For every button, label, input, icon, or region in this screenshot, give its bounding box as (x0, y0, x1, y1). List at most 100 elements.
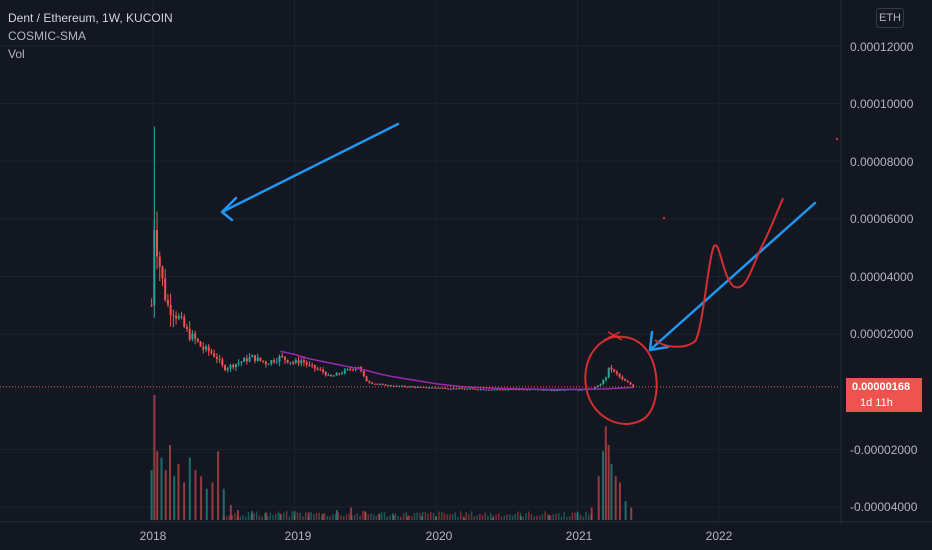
volume-bar (293, 511, 296, 520)
volume-bar (517, 511, 519, 520)
volume-bar (391, 513, 394, 520)
x-tick-label: 2021 (566, 529, 593, 543)
candle-body (577, 389, 580, 391)
volume-bar (236, 516, 239, 520)
candle-body (196, 338, 199, 342)
volume-bar (194, 470, 197, 520)
candle-body (278, 356, 281, 362)
volume-bar (164, 470, 167, 520)
volume-bar (183, 482, 186, 520)
volume-bar (299, 513, 301, 520)
candle-body (221, 359, 224, 366)
blue-arrow-left (220, 122, 400, 222)
price-axis[interactable]: 0.00012000 0.00010000 0.00008000 0.00006… (850, 40, 918, 514)
candle-body (471, 388, 474, 390)
candle-body (390, 385, 393, 387)
volume-bar (549, 515, 552, 520)
candle-body (322, 369, 325, 372)
last-price-tag: 0.00000168 1d 11h (846, 378, 922, 412)
red-x-mark (603, 331, 623, 341)
candle-body (289, 362, 292, 364)
volume-bar (411, 516, 413, 520)
candle-body (294, 360, 297, 363)
candle-body (270, 360, 273, 364)
candle-body (341, 373, 344, 375)
candle-body (156, 230, 159, 257)
candle-body (605, 377, 608, 380)
candle-body (188, 328, 191, 340)
currency-button[interactable]: ETH (876, 8, 904, 28)
volume-bar (435, 516, 437, 520)
candle-body (488, 389, 491, 391)
volume-bar (236, 510, 239, 520)
candle-body (351, 369, 354, 371)
candle-body (512, 389, 515, 391)
candle-body (496, 389, 499, 391)
volume-bar (530, 513, 533, 520)
volume-bar (307, 516, 310, 520)
candle-body (509, 389, 512, 391)
blue-arrow-right (648, 201, 817, 352)
candle-body (387, 385, 390, 387)
volume-bar (421, 511, 424, 520)
price-candles (150, 126, 635, 392)
volume-bar (356, 513, 359, 520)
volume-bar (242, 515, 244, 520)
volume-bar (498, 513, 500, 520)
volume-bar (188, 457, 191, 520)
volume-bar (332, 514, 334, 520)
volume-bar (359, 515, 361, 520)
volume-bar (400, 516, 402, 520)
candle-body (319, 369, 322, 371)
volume-bar (372, 514, 375, 520)
volume-bar (590, 514, 593, 520)
volume-bar (451, 514, 454, 520)
volume-bar (211, 482, 214, 520)
candle-body (558, 389, 561, 391)
volume-bar (323, 512, 326, 520)
candle-body (185, 326, 188, 329)
volume-bar (416, 512, 418, 520)
candle-body (316, 368, 319, 370)
candle-body (161, 266, 164, 279)
candle-body (607, 367, 610, 378)
volume-label[interactable]: Vol (8, 47, 25, 61)
y-tick-label: -0.00002000 (850, 443, 918, 457)
chart-legend: Dent / Ethereum, 1W, KUCOIN COSMIC-SMA V… (8, 9, 173, 63)
candle-body (327, 374, 330, 376)
indicator-label[interactable]: COSMIC-SMA (8, 29, 86, 43)
volume-bar (342, 516, 345, 520)
candle-body (564, 389, 567, 391)
red-dot (835, 137, 839, 141)
red-circle (584, 335, 658, 425)
volume-bar (473, 516, 476, 520)
candle-body (398, 385, 401, 387)
volume-bar (304, 512, 307, 520)
volume-bar (173, 476, 176, 520)
candle-body (264, 361, 267, 365)
volume-bar (610, 463, 613, 520)
volume-bar (285, 511, 288, 520)
candle-body (466, 388, 469, 390)
candle-body (485, 389, 488, 391)
volume-bar (538, 515, 541, 520)
volume-bar (519, 516, 522, 520)
candle-body (632, 384, 635, 387)
candle-body (599, 384, 602, 386)
symbol-title[interactable]: Dent / Ethereum, 1W, KUCOIN (8, 11, 173, 25)
candle-body (615, 371, 618, 374)
candle-body (175, 315, 178, 319)
volume-bar (345, 514, 348, 520)
candle-body (349, 368, 352, 370)
candle-body (384, 384, 387, 386)
volume-bar (269, 512, 272, 520)
time-axis[interactable]: 2018 2019 2020 2021 2022 (140, 529, 733, 543)
y-tick-label: 0.00004000 (850, 270, 914, 284)
candle-body (335, 373, 338, 376)
candle-body (256, 357, 259, 361)
x-tick-label: 2019 (285, 529, 312, 543)
volume-bar (440, 512, 443, 520)
candle-body (501, 389, 504, 391)
volume-bar (375, 515, 378, 520)
